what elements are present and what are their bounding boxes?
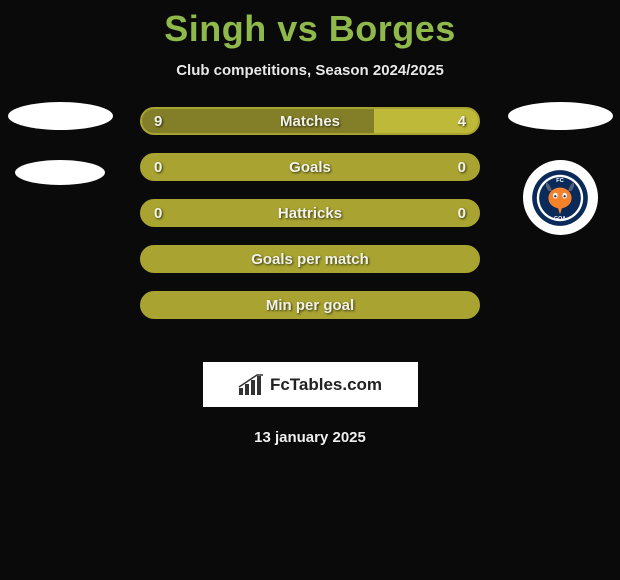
club-badge-goa: FC GOA [523,160,598,235]
goa-badge-icon: FC GOA [531,169,589,227]
bar-value-right: 0 [458,205,466,222]
left-player-column [0,102,120,185]
club-badge-placeholder [15,160,105,185]
stat-bar: Goals per match [140,245,480,273]
svg-text:FC: FC [556,177,565,183]
player-avatar-placeholder [508,102,613,130]
svg-text:GOA: GOA [554,216,566,222]
comparison-arena: FC GOA Matches94Goals00Hattricks00Goals … [0,107,620,347]
bar-value-left: 0 [154,159,162,176]
player-avatar-placeholder [8,102,113,130]
bar-label: Goals [142,159,478,176]
subtitle: Club competitions, Season 2024/2025 [0,62,620,79]
stat-bar: Goals0 0 [140,153,480,181]
stat-bar: Matches9 4 [140,107,480,135]
date-label: 13 january 2025 [0,429,620,446]
page-title: Singh vs Borges [0,0,620,50]
right-player-column: FC GOA [500,102,620,235]
bar-value-right: 4 [458,113,466,130]
bar-label: Goals per match [142,251,478,268]
bar-value-left: 9 [154,113,162,130]
bar-value-right: 0 [458,159,466,176]
chart-icon [238,374,264,396]
bar-label: Min per goal [142,297,478,314]
watermark-text: FcTables.com [270,375,382,395]
watermark: FcTables.com [203,362,418,407]
bar-value-left: 0 [154,205,162,222]
bar-label: Matches [142,113,478,130]
stat-bar: Min per goal [140,291,480,319]
stat-bars: Matches94Goals00Hattricks00Goals per mat… [140,107,480,319]
bar-label: Hattricks [142,205,478,222]
stat-bar: Hattricks0 0 [140,199,480,227]
